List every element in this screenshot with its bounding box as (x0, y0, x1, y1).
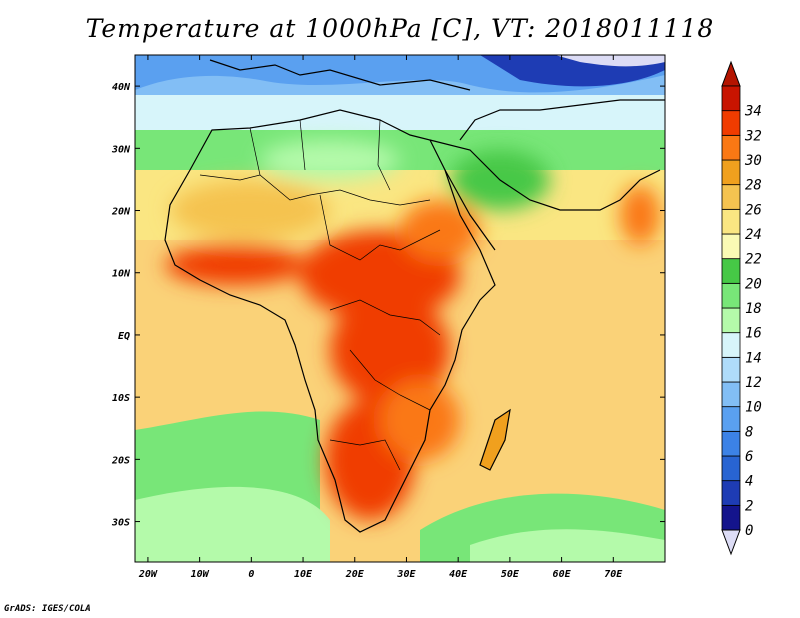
colorbar-above-triangle (721, 60, 741, 87)
longitude-axis: 20W 10W 0 10E 20E 30E 40E 50E 60E 70E (138, 55, 623, 580)
lon-tick-label: 10W (191, 569, 210, 580)
lat-tick-label: 10S (112, 393, 130, 404)
map-title: Temperature at 1000hPa [C], VT: 20180111… (85, 14, 715, 43)
colorbar-swatch (721, 85, 741, 112)
lon-tick-label: 60E (553, 569, 572, 580)
colorbar-label: 8 (745, 424, 753, 440)
colorbar-swatch (721, 208, 741, 235)
colorbar-label: 6 (745, 449, 753, 465)
lat-tick-label: 20N (111, 207, 131, 218)
colorbar-label: 20 (745, 276, 762, 292)
colorbar-label: 4 (745, 474, 753, 490)
colorbar-swatch (721, 134, 741, 161)
colorbar-swatch (721, 233, 741, 260)
lon-tick-label: 0 (248, 569, 254, 580)
colorbar-swatch (721, 332, 741, 358)
map-frame (134, 54, 666, 563)
colorbar-swatch (721, 406, 741, 432)
colorbar-label: 18 (745, 301, 762, 317)
coastlines (164, 59, 665, 533)
colorbar-swatch (721, 455, 741, 482)
colorbar-label: 26 (745, 202, 762, 218)
colorbar-swatch (721, 480, 741, 506)
colorbar-label: 30 (744, 153, 762, 169)
colorbar-swatch (721, 110, 741, 136)
country-borders (199, 119, 441, 471)
lat-tick-label: EQ (118, 331, 130, 342)
colorbar-label: 2 (745, 498, 753, 514)
colorbar-label: 14 (745, 350, 762, 366)
lat-tick-label: 40N (112, 82, 131, 93)
lon-tick-label: 30E (396, 569, 416, 580)
lon-tick-label: 10E (294, 569, 313, 580)
colorbar-swatch (721, 430, 741, 457)
colorbar-label: 24 (745, 227, 762, 243)
colorbar-swatch (721, 258, 741, 284)
colorbar-swatch (721, 159, 741, 186)
lon-tick-label: 50E (501, 569, 520, 580)
temperature-field (135, 55, 665, 562)
colorbar-swatch (721, 282, 741, 309)
latitude-axis: 40N 30N 20N 10N EQ 10S 20S 30S (111, 82, 665, 529)
lat-tick-label: 30S (111, 518, 130, 529)
lon-tick-label: 20W (138, 569, 158, 580)
lat-tick-label: 10N (112, 269, 131, 280)
colorbar-label: 28 (745, 178, 762, 194)
colorbar-swatch (721, 356, 741, 383)
colorbar-label: 16 (745, 326, 762, 342)
lon-tick-label: 40E (449, 569, 468, 580)
lat-tick-label: 30N (111, 144, 131, 155)
colorbar-label: 12 (745, 375, 762, 391)
colorbar-swatch (721, 504, 741, 531)
colorbar-label: 32 (744, 128, 762, 144)
colorbar-label: 22 (745, 252, 762, 268)
colorbar-label: 34 (744, 104, 762, 120)
colorbar-swatch (721, 307, 741, 334)
lon-tick-label: 20E (345, 569, 365, 580)
colorbar-label: 10 (745, 400, 762, 416)
lat-tick-label: 20S (111, 455, 130, 466)
colorbar-below-triangle (721, 529, 741, 556)
grads-credit: GrADS: IGES/COLA (4, 604, 91, 614)
lon-tick-label: 70E (604, 569, 623, 580)
colorbar-swatch (721, 381, 741, 408)
colorbar-label: 0 (745, 523, 753, 539)
colorbar-swatch (721, 184, 741, 210)
